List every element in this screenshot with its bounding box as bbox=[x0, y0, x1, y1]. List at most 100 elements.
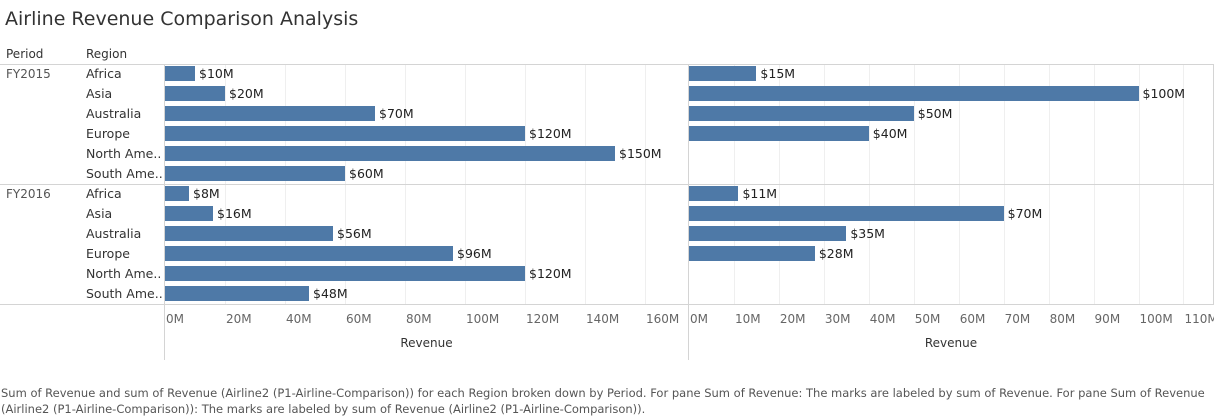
bar bbox=[165, 66, 195, 81]
bar-data-label: $28M bbox=[818, 246, 854, 261]
x-tick-label: 160M bbox=[646, 312, 680, 326]
bar bbox=[689, 246, 815, 261]
bar-data-label: $8M bbox=[193, 186, 220, 201]
x-tick-label: 80M bbox=[1049, 312, 1076, 326]
bar-data-label: $15M bbox=[760, 66, 796, 81]
x-tick-label: 120M bbox=[526, 312, 560, 326]
gridline bbox=[405, 65, 406, 305]
period-divider bbox=[0, 184, 1214, 185]
bar bbox=[165, 106, 375, 121]
bar bbox=[165, 246, 453, 261]
x-tick-label: 100M bbox=[1139, 312, 1173, 326]
bar bbox=[689, 66, 757, 81]
gridline bbox=[778, 65, 780, 305]
period-label: FY2016 bbox=[6, 187, 51, 201]
region-label: Australia bbox=[86, 226, 142, 241]
region-label: Europe bbox=[86, 126, 130, 141]
bar bbox=[689, 86, 1139, 101]
x-tick-label: 90M bbox=[1094, 312, 1121, 326]
period-column-header: Period bbox=[6, 47, 44, 61]
bar-data-label: $96M bbox=[457, 246, 492, 261]
x-tick-label: 20M bbox=[779, 312, 806, 326]
bar-data-label: $60M bbox=[349, 166, 384, 181]
x-tick-label: 80M bbox=[406, 312, 432, 326]
x-axis-title: Revenue bbox=[400, 336, 453, 350]
gridline bbox=[958, 65, 960, 305]
gridline bbox=[1048, 65, 1050, 305]
bar-data-label: $10M bbox=[199, 66, 234, 81]
bar bbox=[165, 186, 189, 201]
gridline bbox=[225, 65, 226, 305]
gridline bbox=[1138, 65, 1140, 305]
bar-data-label: $150M bbox=[619, 146, 662, 161]
gridline bbox=[525, 65, 526, 305]
gridline bbox=[645, 65, 646, 305]
gridline bbox=[1183, 65, 1185, 305]
bar-data-label: $70M bbox=[1007, 206, 1043, 221]
gridline bbox=[585, 65, 586, 305]
x-tick-label: 40M bbox=[286, 312, 312, 326]
bar-data-label: $40M bbox=[872, 126, 908, 141]
gridline bbox=[823, 65, 825, 305]
region-label: Australia bbox=[86, 106, 142, 121]
x-axis-title: Revenue bbox=[924, 336, 978, 350]
bar-data-label: $120M bbox=[529, 266, 572, 281]
x-tick-label: 0M bbox=[690, 312, 708, 326]
x-tick-label: 100M bbox=[466, 312, 500, 326]
x-tick-label: 60M bbox=[959, 312, 986, 326]
region-label: North Ame.. bbox=[86, 266, 162, 281]
region-column-header: Region bbox=[86, 47, 128, 61]
gridline bbox=[913, 65, 915, 305]
gridline bbox=[1003, 65, 1005, 305]
axis-divider bbox=[0, 304, 1214, 305]
x-tick-label: 140M bbox=[586, 312, 620, 326]
bar-data-label: $50M bbox=[917, 106, 953, 121]
bar bbox=[689, 126, 869, 141]
gridline bbox=[733, 65, 735, 305]
x-tick-label: 30M bbox=[824, 312, 851, 326]
bar bbox=[165, 266, 525, 281]
pane-divider bbox=[688, 64, 689, 360]
bar bbox=[165, 166, 345, 181]
bar-data-label: $11M bbox=[742, 186, 778, 201]
x-tick-label: 10M bbox=[734, 312, 761, 326]
x-tick-label: 50M bbox=[914, 312, 941, 326]
region-label: Africa bbox=[86, 66, 122, 81]
region-label: North Ame.. bbox=[86, 146, 162, 161]
page-title: Airline Revenue Comparison Analysis bbox=[5, 8, 359, 30]
gridline bbox=[1093, 65, 1095, 305]
bar bbox=[689, 106, 914, 121]
bar-data-label: $120M bbox=[529, 126, 572, 141]
bar bbox=[165, 286, 309, 301]
bar-data-label: $16M bbox=[217, 206, 252, 221]
gridline bbox=[868, 65, 870, 305]
chart-caption: Sum of Revenue and sum of Revenue (Airli… bbox=[1, 386, 1205, 416]
region-label: Asia bbox=[86, 206, 113, 221]
gridline bbox=[465, 65, 466, 305]
gridline bbox=[345, 65, 346, 305]
bar bbox=[165, 206, 213, 221]
region-label: Africa bbox=[86, 186, 122, 201]
bar bbox=[165, 126, 525, 141]
bar-data-label: $56M bbox=[337, 226, 372, 241]
region-label: South Ame.. bbox=[86, 286, 163, 301]
pane-left-border bbox=[164, 64, 165, 360]
region-label: Europe bbox=[86, 246, 130, 261]
bar bbox=[165, 86, 225, 101]
period-label: FY2015 bbox=[6, 67, 51, 81]
bar bbox=[165, 146, 615, 161]
bar-data-label: $70M bbox=[379, 106, 414, 121]
bar-data-label: $100M bbox=[1142, 86, 1186, 101]
x-tick-label: 70M bbox=[1004, 312, 1031, 326]
x-tick-label: 60M bbox=[346, 312, 372, 326]
bar-data-label: $48M bbox=[313, 286, 348, 301]
region-label: Asia bbox=[86, 86, 113, 101]
x-tick-label: 110M bbox=[1184, 312, 1214, 326]
x-tick-label: 0M bbox=[166, 312, 184, 326]
period-divider bbox=[0, 64, 1214, 65]
x-tick-label: 40M bbox=[869, 312, 896, 326]
bar bbox=[689, 186, 739, 201]
bar bbox=[689, 226, 847, 241]
region-label: South Ame.. bbox=[86, 166, 163, 181]
bar-data-label: $20M bbox=[229, 86, 264, 101]
